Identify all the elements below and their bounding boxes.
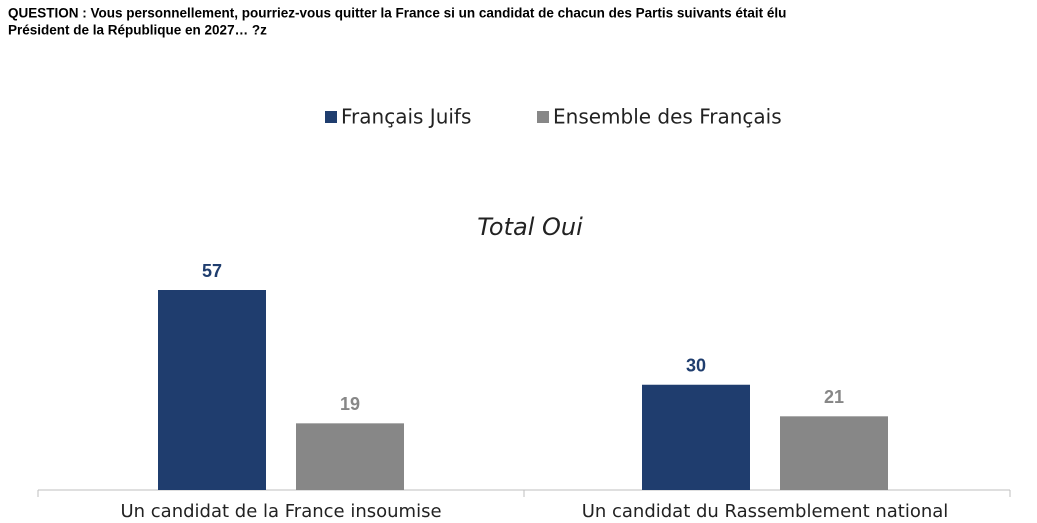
bar [158,290,266,490]
chart-subtitle: Total Oui [477,213,583,241]
x-tick-label: Un candidat du Rassemblement national [582,501,949,522]
data-label: 57 [202,261,222,281]
bar [780,416,888,490]
bar [296,423,404,490]
data-label: 19 [340,394,360,414]
bar [642,384,750,490]
legend-swatch [537,111,549,123]
legend-label: Français Juifs [341,105,471,129]
x-tick-label: Un candidat de la France insoumise [120,501,441,522]
data-label: 21 [824,387,844,407]
legend-swatch [325,111,337,123]
chart-title: Président de la République en 2027… ?z [8,23,267,38]
chart-title: QUESTION : Vous personnellement, pourrie… [8,6,786,21]
legend-label: Ensemble des Français [553,105,782,129]
data-label: 30 [686,355,706,375]
